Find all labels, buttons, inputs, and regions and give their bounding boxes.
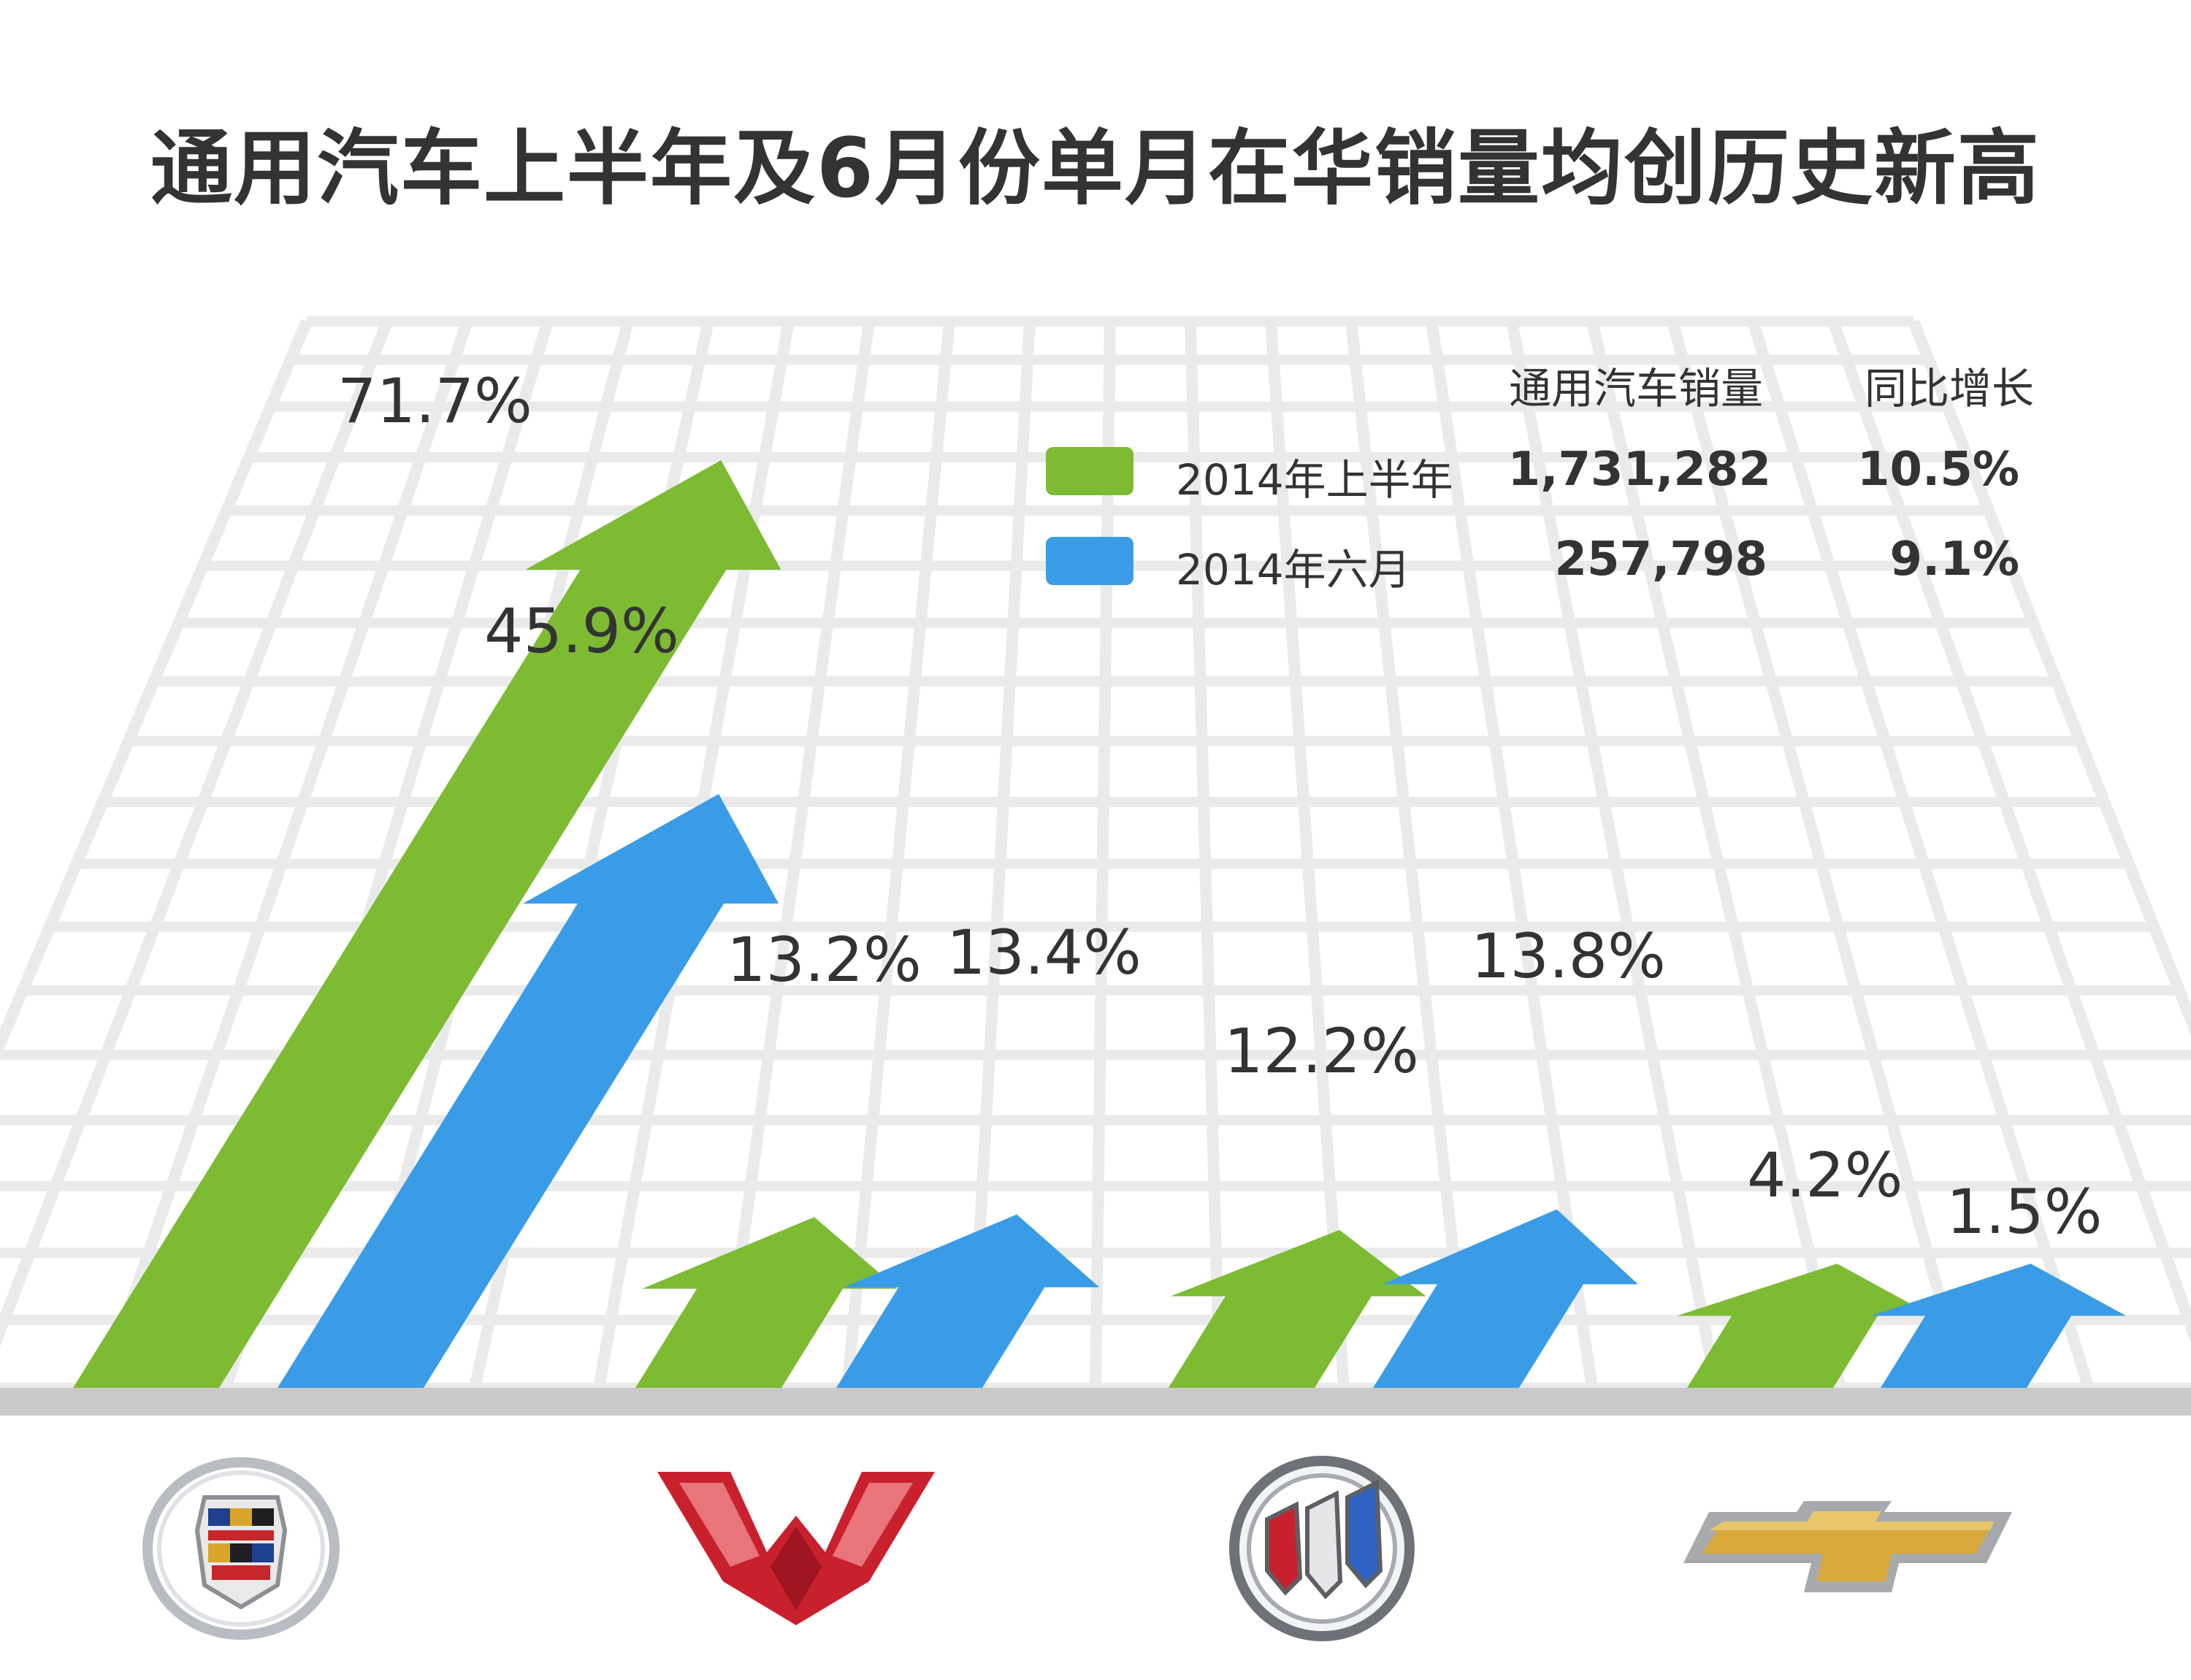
legend-growth-june: 9.1% [1889,532,2020,587]
arrow-bar-chevrolet-first-half [1677,1264,1933,1388]
data-label-wuling-first-half: 13.2% [727,924,922,996]
data-label-chevrolet-first-half: 4.2% [1747,1139,1903,1211]
arrow-bars [73,460,2127,1388]
data-label-cadillac-june: 45.9% [484,595,679,667]
legend-sales-june: 257,798 [1554,532,1768,587]
grid-line-vertical [1090,321,1116,1389]
wuling-logo [657,1472,935,1625]
data-label-cadillac-first-half: 71.7% [337,365,532,437]
grid-line-vertical [0,318,313,1059]
data-label-buick-first-half: 12.2% [1224,1015,1419,1087]
grid-line-vertical [841,321,955,1389]
data-label-buick-june: 13.8% [1471,920,1666,992]
grid-line-vertical [717,320,875,1389]
data-label-wuling-june: 13.4% [947,917,1142,988]
legend-header-sales: 通用汽车销量 [1509,364,1764,413]
legend-header-growth: 同比增长 [1865,364,2035,413]
grid-line-vertical [96,319,473,1390]
grid-line-vertical [1426,320,1598,1389]
legend-sales-first-half: 1,731,282 [1507,443,1771,497]
arrow-bar-cadillac-first-half [73,460,781,1388]
arrow-bar-buick-first-half [1169,1229,1426,1388]
chart-title: 通用汽车上半年及6月份单月在华销量均创历史新高 [150,121,2041,216]
legend-label-june: 2014年六月 [1176,545,1411,595]
grid-line-vertical [1265,321,1350,1389]
legend-label-first-half: 2014年上半年 [1176,455,1453,505]
legend-swatch-june [1046,537,1133,585]
grid-line-vertical [966,321,1036,1389]
data-label-chevrolet-june: 1.5% [1946,1176,2103,1248]
legend-swatch-first-half [1046,447,1133,495]
grid-line-vertical [1667,319,1970,1390]
arrow-bar-buick-june [1373,1209,1638,1388]
chevrolet-logo [1683,1501,2012,1592]
arrow-bar-wuling-first-half [635,1217,898,1388]
arrow-bar-chevrolet-june [1870,1264,2127,1388]
grid-line-vertical [1506,320,1722,1389]
cadillac-logo [142,1457,340,1640]
arrow-bar-wuling-june [836,1214,1100,1388]
grid-line-vertical [1747,319,2095,1390]
buick-logo [1229,1456,1415,1641]
chart-baseline [0,1388,2191,1416]
grid-line-vertical [1586,320,1846,1389]
grid-line-vertical [0,319,393,1348]
grid-line-vertical [1827,319,2191,1344]
grid-line-vertical [1345,321,1474,1389]
arrow-bar-cadillac-june [278,793,779,1388]
grid-line-vertical [1908,319,2191,1036]
legend-growth-first-half: 10.5% [1857,443,2019,497]
grid-line-vertical [1185,321,1225,1389]
